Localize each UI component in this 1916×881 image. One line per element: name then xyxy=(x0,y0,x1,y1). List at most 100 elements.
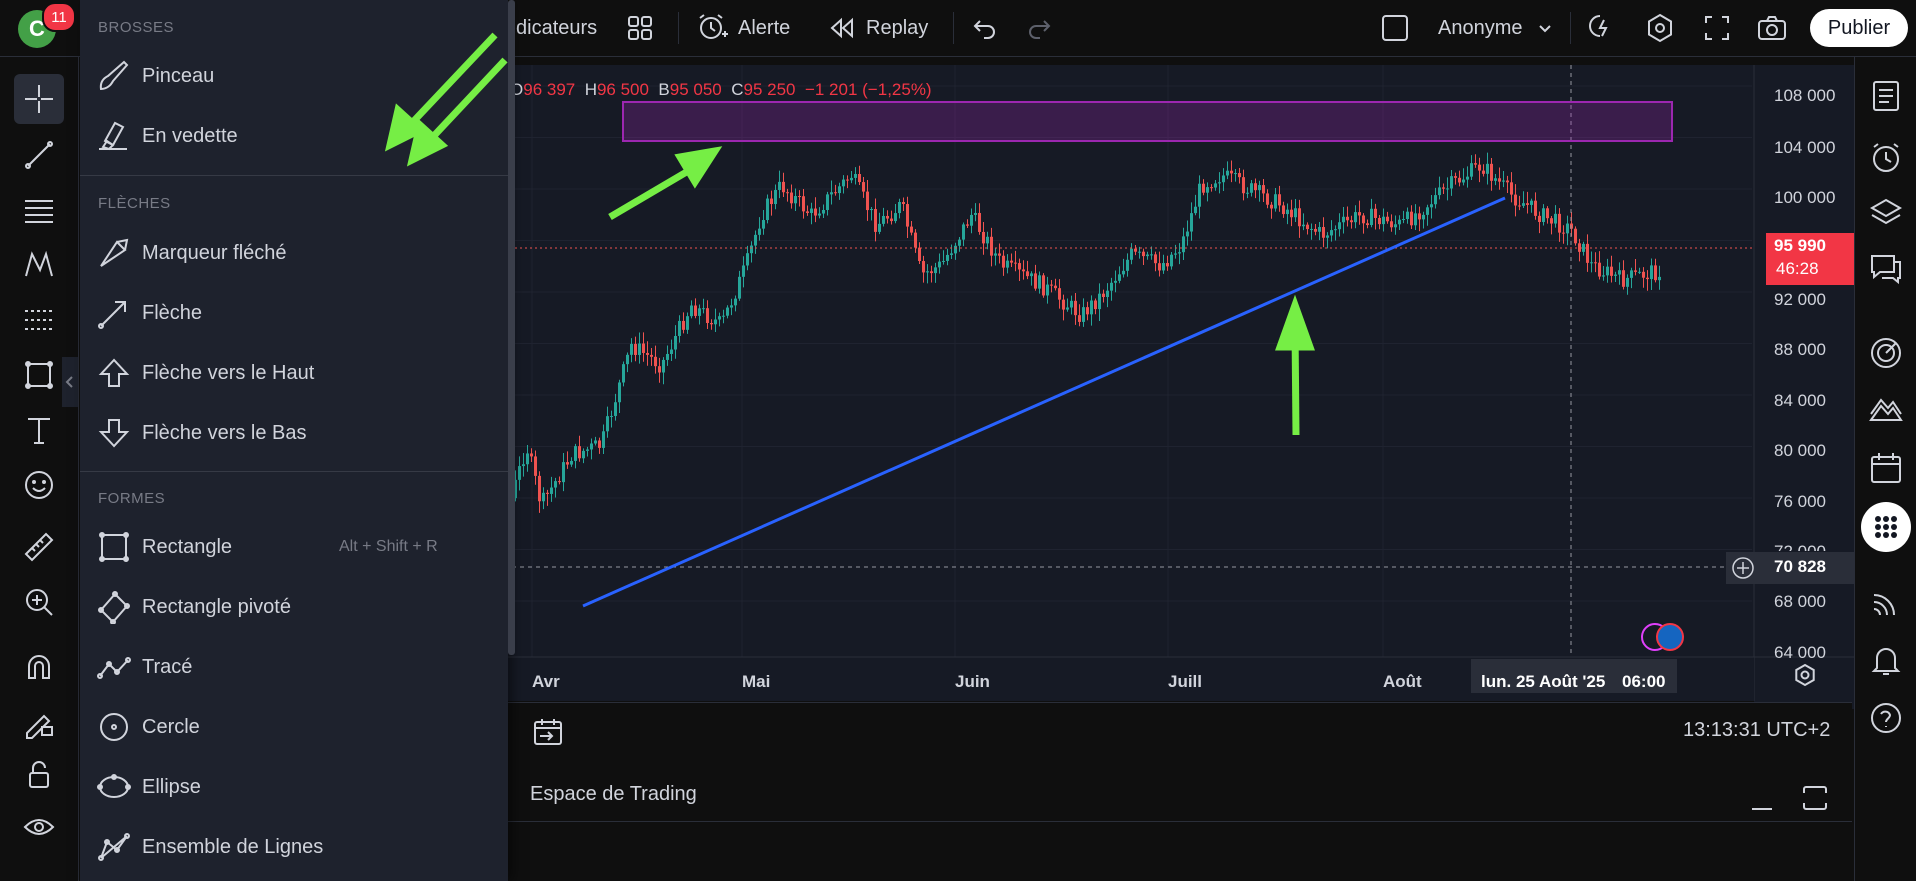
camera-icon[interactable] xyxy=(1756,0,1788,56)
goto-date-icon[interactable] xyxy=(532,717,564,747)
settings-icon[interactable] xyxy=(1644,0,1676,56)
menu-item-circle[interactable]: Cercle xyxy=(80,698,500,756)
help-icon[interactable] xyxy=(1865,697,1907,739)
calendar-icon[interactable] xyxy=(1865,447,1907,489)
menu-item-brush[interactable]: Pinceau xyxy=(80,47,500,105)
candle-body xyxy=(898,202,901,214)
candle-body xyxy=(1342,216,1345,223)
candle-body xyxy=(910,226,913,233)
lock-icon[interactable] xyxy=(14,750,64,800)
text-icon[interactable] xyxy=(14,405,64,455)
projection-icon[interactable] xyxy=(14,295,64,345)
layers-icon[interactable] xyxy=(1865,192,1907,234)
alert-button[interactable]: Alerte xyxy=(696,0,790,56)
undo-icon[interactable] xyxy=(970,0,998,56)
fullscreen-icon[interactable] xyxy=(1702,0,1732,56)
candle-body xyxy=(1602,275,1605,277)
candle-body xyxy=(578,446,581,459)
menu-item-label: Ensemble de Lignes xyxy=(142,835,324,858)
publish-button[interactable]: Publier xyxy=(1810,9,1908,47)
candle-body xyxy=(1046,284,1049,296)
layouts-grid-icon[interactable] xyxy=(626,0,654,56)
eye-icon[interactable] xyxy=(14,802,64,852)
axis-settings-icon[interactable] xyxy=(1795,663,1815,687)
crosshair-price-label: 70 828 xyxy=(1774,557,1826,576)
candle-body xyxy=(742,265,745,277)
minimize-icon[interactable] xyxy=(1748,787,1776,815)
candle-body xyxy=(1130,248,1133,260)
candle-body xyxy=(1146,254,1149,257)
collapse-toolbar-button[interactable] xyxy=(62,357,78,407)
candle-body xyxy=(770,198,773,205)
emoji-icon[interactable] xyxy=(14,460,64,510)
quick-search-icon[interactable] xyxy=(1586,0,1618,56)
maximize-icon[interactable] xyxy=(1800,783,1830,813)
candle-body xyxy=(818,213,821,216)
replay-button[interactable]: Replay xyxy=(828,0,928,56)
candle-body xyxy=(1198,183,1201,207)
candle-body xyxy=(682,320,685,330)
candle-body xyxy=(926,271,929,273)
candle-body xyxy=(534,456,537,476)
candle-body xyxy=(1134,248,1137,252)
candle-body xyxy=(1210,187,1213,189)
candle-body xyxy=(942,260,945,262)
menu-item-arrow-up[interactable]: Flèche vers le Haut xyxy=(80,344,500,402)
lock-drawing-icon[interactable] xyxy=(14,697,64,747)
menu-item-path[interactable]: Tracé xyxy=(80,638,500,696)
magnet-icon[interactable] xyxy=(14,642,64,692)
alert-label: Alerte xyxy=(738,16,791,39)
candle-body xyxy=(1178,252,1181,254)
ideas-icon[interactable] xyxy=(1865,389,1907,431)
watchlist-icon[interactable] xyxy=(1865,75,1907,117)
signal-icon[interactable] xyxy=(1865,582,1907,624)
menu-item-arrow[interactable]: Flèche xyxy=(80,284,500,342)
crosshair-icon[interactable] xyxy=(14,74,64,124)
menu-divider xyxy=(80,471,508,472)
candle-body xyxy=(1014,262,1017,264)
candle-body xyxy=(998,253,1001,256)
price-tick: 64 000 xyxy=(1774,643,1826,662)
candle-body xyxy=(1170,254,1173,267)
pattern-icon[interactable] xyxy=(14,240,64,290)
menu-item-arrow-down[interactable]: Flèche vers le Bas xyxy=(80,404,500,462)
menu-scrollbar[interactable] xyxy=(508,0,515,655)
candle-body xyxy=(950,253,953,255)
apps-grid-icon[interactable] xyxy=(1861,502,1911,552)
trendline-icon[interactable] xyxy=(14,130,64,180)
redo-icon[interactable] xyxy=(1026,0,1054,56)
price-chart[interactable] xyxy=(480,65,1852,701)
candle-body xyxy=(1258,185,1261,191)
zoom-in-icon[interactable] xyxy=(14,577,64,627)
menu-item-label: En vedette xyxy=(142,124,238,147)
candle-body xyxy=(1222,175,1225,183)
candle-body xyxy=(1518,205,1521,207)
shapes-icon[interactable] xyxy=(14,350,64,400)
candle-body xyxy=(1642,271,1645,278)
menu-item-rotated-rectangle[interactable]: Rectangle pivoté xyxy=(80,578,500,636)
menu-item-ellipse[interactable]: Ellipse xyxy=(80,758,500,816)
ruler-icon[interactable] xyxy=(14,522,64,572)
bell-icon[interactable] xyxy=(1865,639,1907,681)
chart-canvas[interactable] xyxy=(480,65,1852,701)
alerts-clock-icon[interactable] xyxy=(1865,137,1907,179)
price-tick: 80 000 xyxy=(1774,441,1826,460)
candle-body xyxy=(814,208,817,216)
menu-item-polyline[interactable]: Ensemble de Lignes xyxy=(80,818,500,876)
menu-item-rectangle[interactable]: Rectangle Alt + Shift + R xyxy=(80,518,500,576)
candle-body xyxy=(1626,277,1629,287)
candle-body xyxy=(626,354,629,365)
candle-body xyxy=(1314,228,1317,232)
candle-body xyxy=(1470,163,1473,177)
indicators-button[interactable]: dicateurs xyxy=(516,0,597,56)
menu-item-arrow-marker[interactable]: Marqueur fléché xyxy=(80,224,500,282)
ohlc-h-value: 96 500 xyxy=(596,80,649,99)
menu-item-highlighter[interactable]: En vedette xyxy=(80,107,500,165)
fib-lines-icon[interactable] xyxy=(14,185,64,235)
target-icon[interactable] xyxy=(1865,332,1907,374)
clock-label[interactable]: 13:13:31 UTC+2 xyxy=(1683,719,1831,741)
layout-selector[interactable]: Anonyme xyxy=(1380,0,1553,56)
candle-body xyxy=(1026,271,1029,277)
chat-icon[interactable] xyxy=(1865,247,1907,289)
candle-body xyxy=(1038,275,1041,289)
